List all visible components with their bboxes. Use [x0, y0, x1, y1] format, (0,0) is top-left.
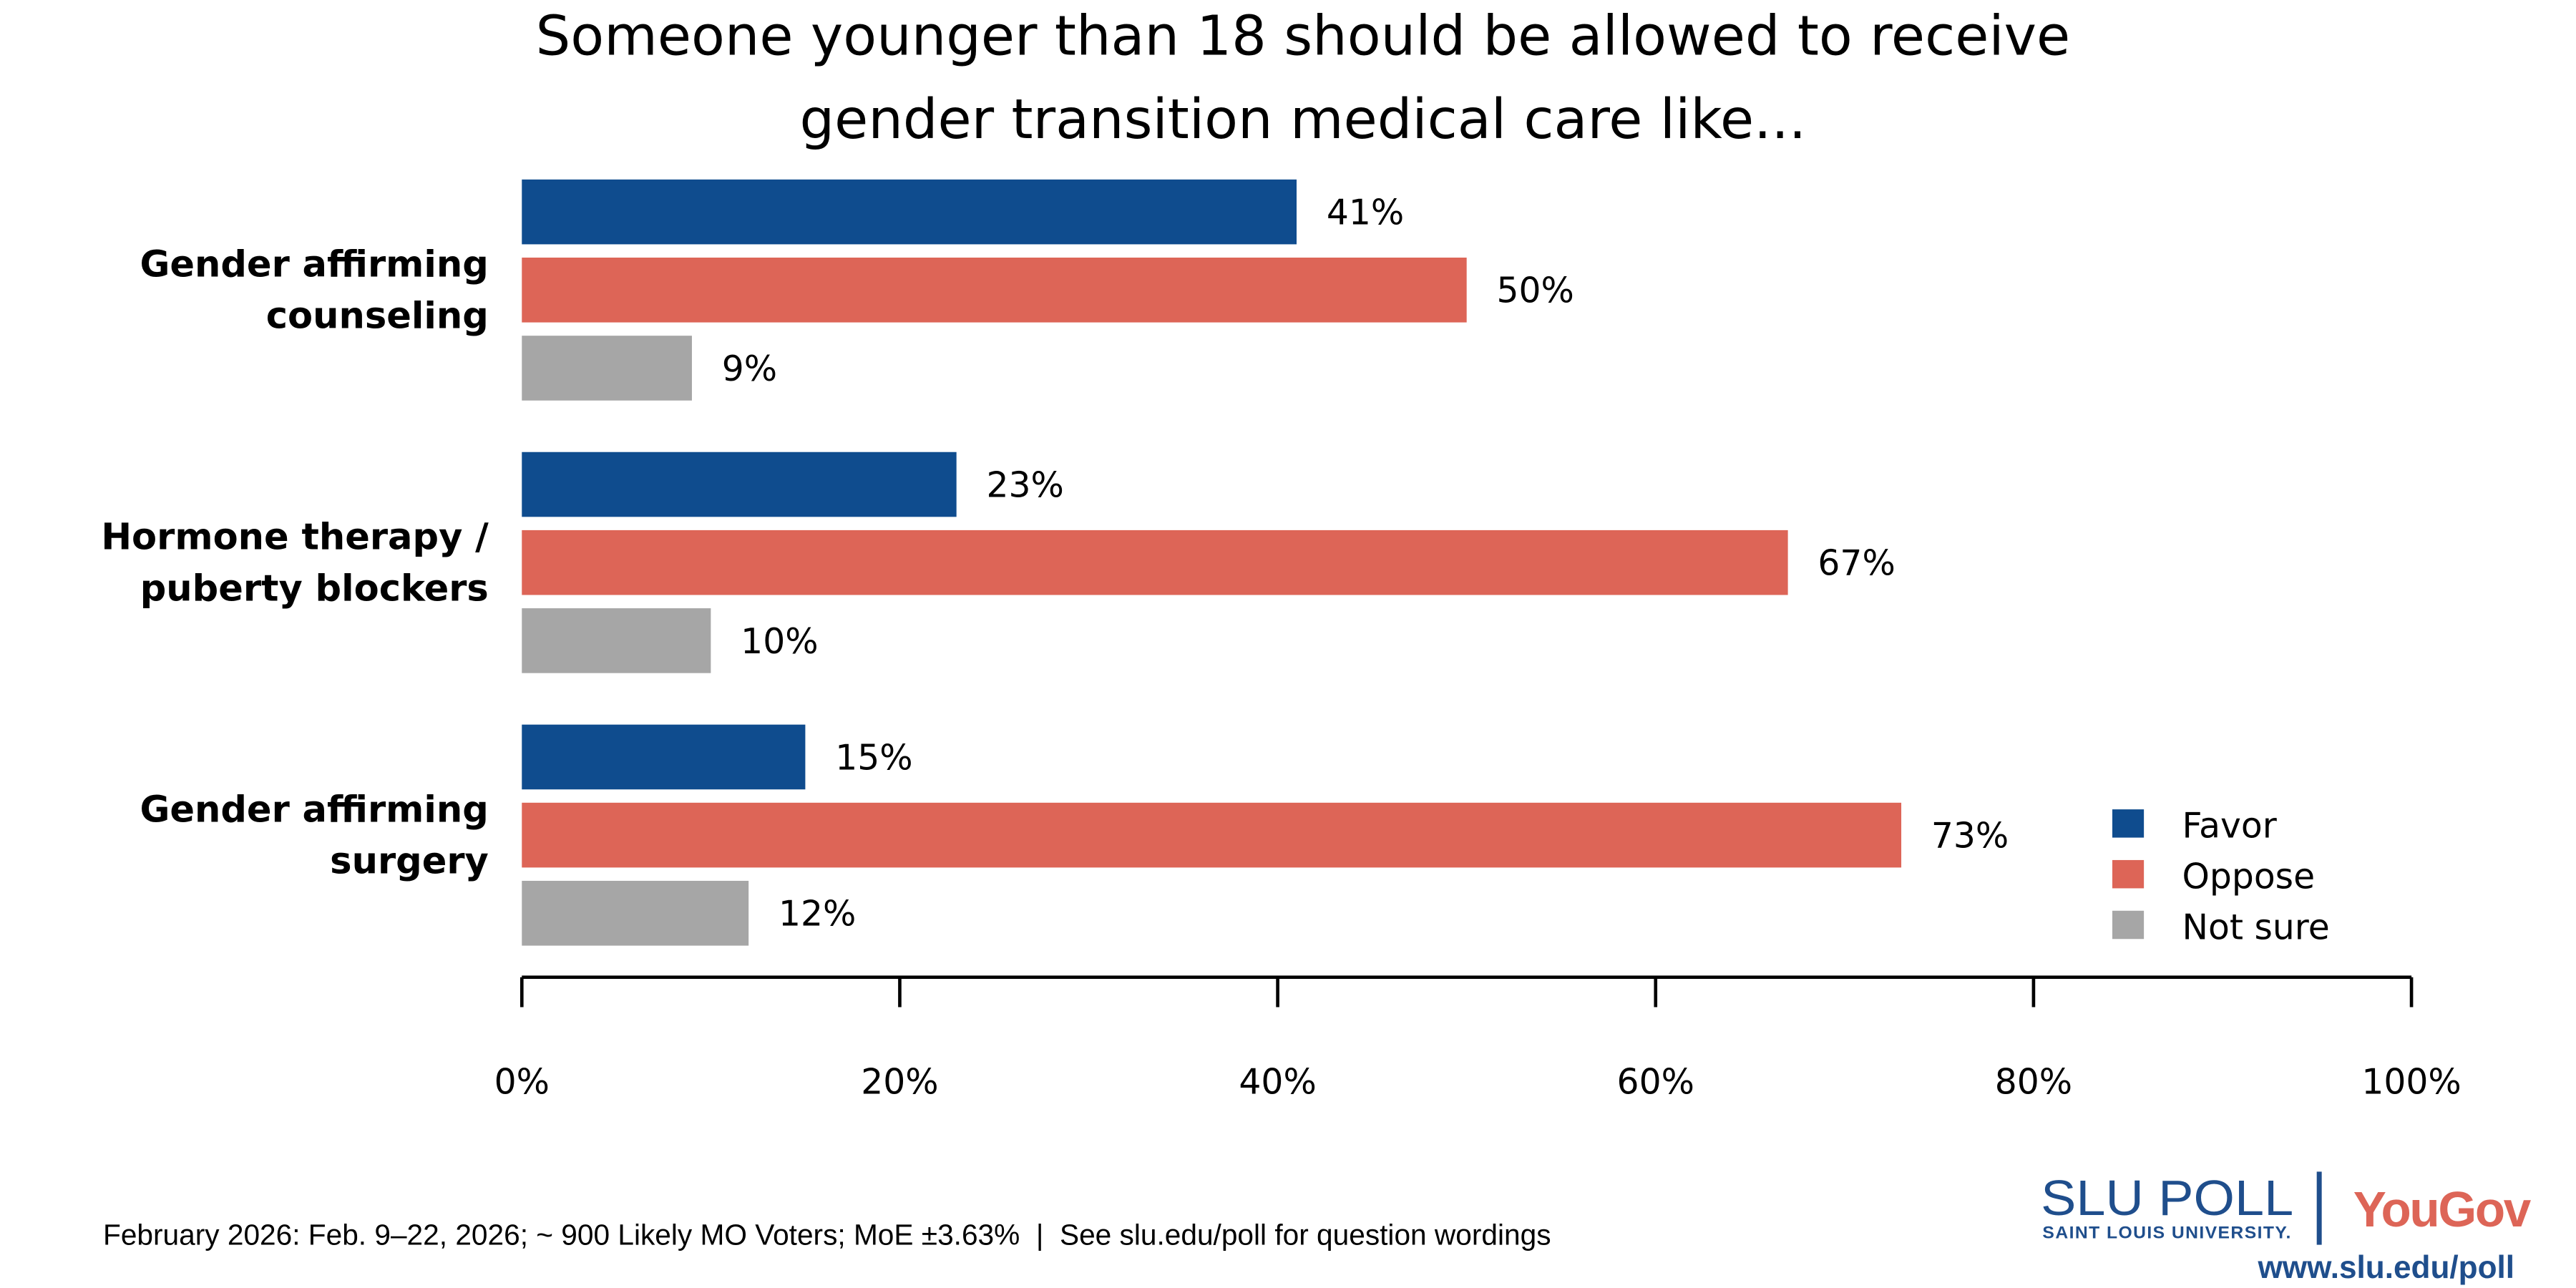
category-label: puberty blockers — [140, 568, 489, 610]
bar-not-sure — [522, 336, 692, 401]
data-label: 67% — [1818, 543, 1895, 584]
data-label: 15% — [835, 737, 912, 778]
legend-swatch — [2112, 859, 2145, 889]
category-label: Gender affirming — [140, 244, 488, 286]
legend: Favor Oppose Not sure — [2112, 806, 2330, 947]
category-label: surgery — [330, 841, 489, 883]
bars: 41% 50% 9% Gender affirming counseling 23% 67%… — [101, 179, 2009, 946]
category-label: counseling — [266, 296, 489, 338]
bar-favor — [522, 179, 1297, 245]
data-label: 41% — [1327, 192, 1404, 233]
bar-oppose — [522, 258, 1467, 323]
x-tick-label: 60% — [1617, 1061, 1694, 1102]
x-tick-label: 100% — [2361, 1061, 2461, 1102]
data-label: 50% — [1496, 270, 1574, 311]
logo-url: www.slu.edu/poll — [2257, 1250, 2514, 1285]
data-label: 23% — [986, 464, 1063, 505]
chart-title-line-2: gender transition medical care like... — [800, 88, 1807, 152]
legend-label: Oppose — [2182, 856, 2316, 897]
category-label: Gender affirming — [140, 789, 488, 831]
x-tick-label: 40% — [1239, 1061, 1316, 1102]
data-label: 9% — [722, 348, 777, 389]
legend-swatch — [2112, 910, 2145, 940]
bar-favor — [522, 452, 957, 517]
bar-not-sure — [522, 880, 749, 946]
data-label: 12% — [779, 894, 856, 935]
bar-oppose — [522, 802, 1902, 868]
category-label: Hormone therapy / — [101, 517, 489, 559]
bar-not-sure — [522, 608, 711, 673]
bar-oppose — [522, 530, 1788, 595]
logo-slu-sub: SAINT LOUIS UNIVERSITY. — [2042, 1223, 2291, 1242]
legend-label: Favor — [2182, 806, 2278, 847]
data-label: 73% — [1931, 816, 2009, 857]
x-axis: 0% 20% 40% 60% 80% 100% — [494, 975, 2462, 1102]
x-tick-label: 80% — [1995, 1061, 2072, 1102]
logo-divider — [2316, 1171, 2322, 1245]
bar-favor — [522, 724, 806, 790]
slu-poll-yougov-logo: SLU POLL SAINT LOUIS UNIVERSITY. YouGov … — [2041, 1170, 2533, 1285]
data-label: 10% — [741, 621, 818, 662]
x-tick-label: 20% — [861, 1061, 938, 1102]
logo-slu-poll: SLU POLL — [2041, 1170, 2293, 1226]
logo-yougov: YouGov — [2353, 1181, 2532, 1237]
legend-swatch — [2112, 809, 2145, 838]
chart-title-line-1: Someone younger than 18 should be allowe… — [536, 5, 2070, 69]
x-tick-label: 0% — [494, 1061, 550, 1102]
footer-note: February 2026: Feb. 9–22, 2026; ~ 900 Li… — [103, 1219, 1551, 1252]
legend-label: Not sure — [2182, 907, 2330, 947]
